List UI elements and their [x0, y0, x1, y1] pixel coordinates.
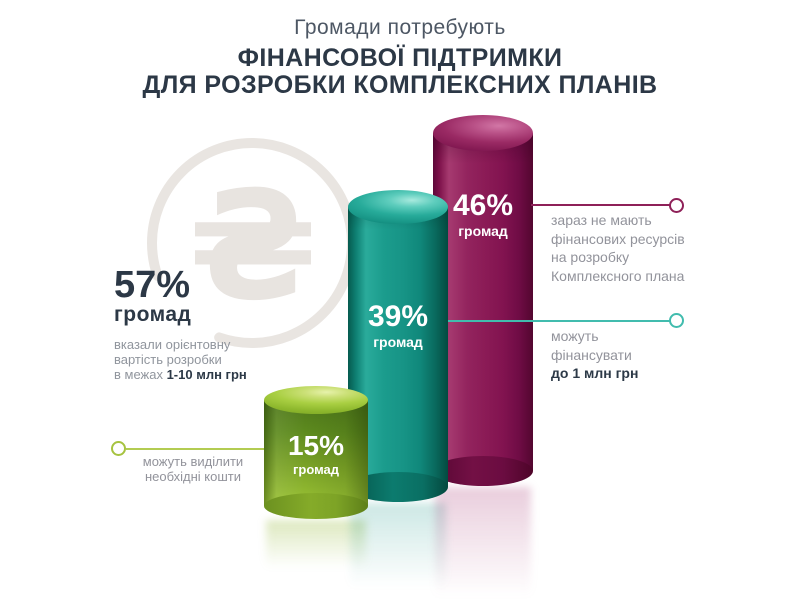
bar-magenta-label: 46% громад	[433, 189, 533, 240]
stat-57-desc-line2: вартість розробки	[114, 352, 222, 367]
stat-57-desc-line3: в межах 1-10 млн грн	[114, 367, 247, 382]
bar-magenta-base	[433, 456, 533, 486]
bar-teal-cap	[348, 190, 448, 224]
title-main-line2: ДЛЯ РОЗРОБКИ КОМПЛЕКСНИХ ПЛАНІВ	[142, 71, 658, 99]
title-kicker: Громади потребують	[294, 16, 506, 39]
stat-57-unit: громад	[114, 303, 192, 326]
note-teal: можуть фінансувати до 1 млн грн	[551, 327, 638, 383]
stat-57-desc-line3-bold: 1-10 млн грн	[166, 367, 247, 382]
note-magenta: зараз не мають фінансових ресурсів на ро…	[551, 211, 685, 285]
stat-57-block: 57% громад вказали орієнтовну вартість р…	[114, 266, 247, 382]
bar-green-side	[264, 400, 368, 506]
note-magenta-line1: зараз не мають	[551, 212, 652, 228]
bar-green-15: 15% громад	[264, 386, 368, 519]
note-teal-line1: можуть	[551, 328, 599, 344]
bar-magenta-value: 46%	[452, 189, 514, 222]
note-magenta-line3: на розробку	[551, 249, 630, 265]
bar-green-label: 15% громад	[264, 430, 368, 478]
note-green-line2: необхідні кошти	[144, 468, 241, 484]
bar-magenta-unit: громад	[458, 223, 508, 239]
title-main-line1: ФІНАНСОВОЇ ПІДТРИМКИ	[237, 44, 563, 72]
callout-dot-teal	[669, 313, 684, 328]
bar-teal-value: 39%	[367, 300, 429, 333]
note-teal-bold: до 1 млн грн	[551, 365, 639, 381]
callout-dot-magenta	[669, 198, 684, 213]
callout-dot-green	[111, 441, 126, 456]
hryvnia-watermark-icon: ₴	[188, 160, 318, 334]
bar-teal-39: 39% громад	[348, 190, 448, 502]
stat-57-desc-line1: вказали орієнтовну	[114, 337, 231, 352]
bar-green-unit: громад	[292, 462, 340, 477]
reflection-green	[266, 520, 366, 568]
bar-magenta-side	[433, 133, 533, 471]
note-magenta-line2: фінансових ресурсів	[551, 230, 685, 247]
note-green-line1: можуть виділити	[142, 454, 244, 469]
bar-green-base	[264, 493, 368, 519]
title-main: ФІНАНСОВОЇ ПІДТРИМКИ ДЛЯ РОЗРОБКИ КОМПЛЕ…	[0, 45, 800, 99]
bar-green-value: 15%	[287, 430, 345, 461]
reflection-teal	[350, 503, 446, 588]
stat-57-description: вказали орієнтовну вартість розробки в м…	[114, 337, 247, 382]
bar-teal-unit: громад	[373, 334, 423, 350]
reflection-magenta	[435, 487, 531, 597]
bar-teal-label: 39% громад	[348, 300, 448, 351]
bar-green-cap	[264, 386, 368, 414]
page-title: Громади потребують ФІНАНСОВОЇ ПІДТРИМКИ …	[0, 16, 800, 99]
bar-magenta-46: 46% громад	[433, 115, 533, 486]
note-teal-line2: фінансувати	[551, 346, 632, 363]
stat-57-value: 57%	[114, 264, 191, 306]
callout-line-teal	[448, 320, 670, 322]
bar-magenta-cap	[433, 115, 533, 151]
note-green: можуть виділити необхідні кошти	[116, 454, 270, 484]
callout-line-magenta	[531, 204, 670, 206]
stat-57-desc-line3-normal: в межах	[114, 367, 167, 382]
note-magenta-line4: Комплексного плана	[551, 267, 685, 284]
callout-line-green	[126, 448, 264, 450]
